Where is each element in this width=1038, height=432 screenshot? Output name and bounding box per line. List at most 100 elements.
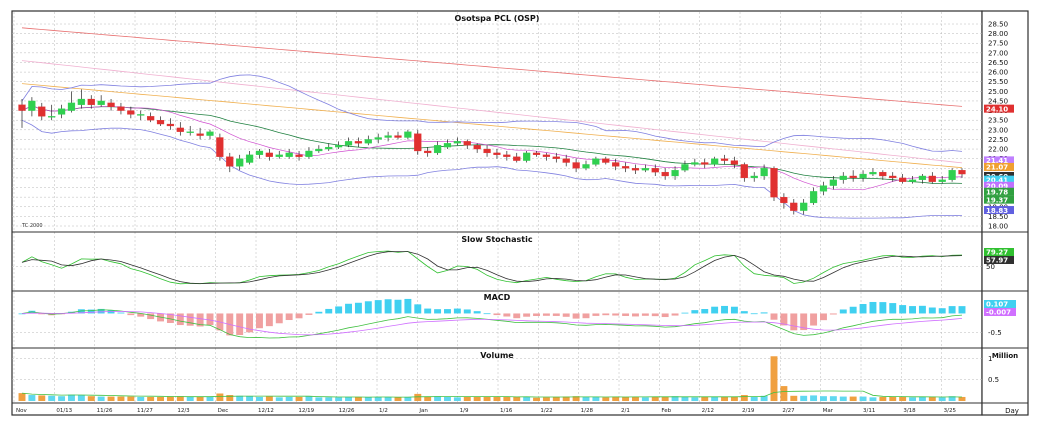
macd-title: MACD [484,293,511,302]
candle [790,199,798,215]
volume-bar [434,396,442,401]
macd-histogram-bar [364,301,372,314]
macd-histogram-bar [137,313,145,317]
volume-bar [770,356,778,401]
candle [463,139,471,150]
volume-bar [730,396,738,401]
volume-bar [127,396,135,401]
x-tick-label: Mar [823,408,834,414]
macd-histogram-bar [622,313,630,316]
volume-bar [87,396,95,401]
price-tick-label: 26.00 [988,69,1008,77]
candle [404,129,412,140]
candle [107,99,115,111]
volume-bar [18,393,26,401]
macd-histogram-bar [315,311,323,314]
volume-bar [473,396,481,401]
volume-bar [97,396,105,401]
macd-histogram-bar [87,309,95,314]
candle [918,174,927,184]
macd-histogram-bar [265,313,273,327]
price-tick-label: 22.50 [988,136,1008,144]
candle [859,170,867,182]
macd-tick-label: -0.5 [988,329,1002,337]
macd-histogram-bar [800,313,808,331]
candle [245,150,254,165]
candle [414,129,422,155]
macd-histogram-bar [374,300,382,314]
volume-bar [364,396,372,401]
macd-histogram-bar [928,307,936,314]
macd-histogram-bar [434,309,442,314]
macd-histogram-bar [542,313,550,316]
volume-bar [295,396,303,401]
volume-bar [572,396,580,401]
volume-bar [275,397,283,401]
macd-histogram-bar [38,313,46,315]
macd-histogram-bar [592,313,600,316]
x-tick-label: 12/12 [258,408,274,414]
svg-text:-0.007: -0.007 [986,309,1011,317]
macd-histogram-bar [721,305,728,314]
price-title: Osotspa PCL (OSP) [455,14,540,23]
candle [67,91,76,113]
x-tick-label: Feb [661,408,671,414]
volume-bar [157,396,164,401]
candle [720,154,729,165]
macd-histogram-bar [236,313,244,336]
candle [156,116,165,126]
macd-histogram-bar [661,313,669,318]
macd-histogram-bar [760,312,768,314]
volume-bar [869,397,877,401]
candle [453,137,461,146]
watermark-label: TC 2000 [21,223,43,229]
volume-bar [226,395,234,401]
candle [938,175,946,184]
volume-bar [909,397,916,401]
price-tag: 21.41 [984,156,1014,165]
candle [532,150,541,157]
volume-bar [928,396,936,401]
x-tick-label: Dec [218,408,229,414]
candle [800,199,808,215]
x-tick-label: 2/27 [782,408,795,414]
macd-histogram-bar [335,306,343,314]
candle [285,149,293,159]
candle [740,162,748,182]
x-tick-label: 2/19 [742,408,755,414]
svg-text:57.97: 57.97 [986,257,1008,265]
candle [562,154,570,167]
macd-histogram-bar [523,313,531,317]
candle [236,154,244,171]
volume-bar [859,396,867,401]
candle [770,166,778,201]
volume-bar [384,396,392,401]
macd-histogram-bar [552,313,560,316]
candle [216,133,224,161]
macd-histogram-bar [918,305,926,314]
candle [275,150,283,159]
candle [671,166,679,180]
volume-bar [147,396,155,401]
candle [433,141,442,155]
candle [28,97,36,117]
candle [889,172,897,182]
macd-histogram-bar [444,309,451,314]
candle [147,112,155,123]
price-tag: 19.78 [984,187,1014,197]
volume-bar [404,396,412,401]
candle [295,150,303,161]
x-tick-label: 1/22 [540,408,552,414]
volume-bar [602,397,610,401]
price-tick-label: 25.50 [988,78,1008,86]
candle [265,149,273,161]
volume-bar [166,396,174,401]
price-tick-label: 18.50 [988,213,1008,221]
candle [819,181,828,196]
volume-title: Volume [480,351,514,360]
candle [384,131,392,142]
macd-histogram-bar [612,313,620,316]
macd-histogram-bar [938,308,946,314]
volume-bars [18,356,966,401]
